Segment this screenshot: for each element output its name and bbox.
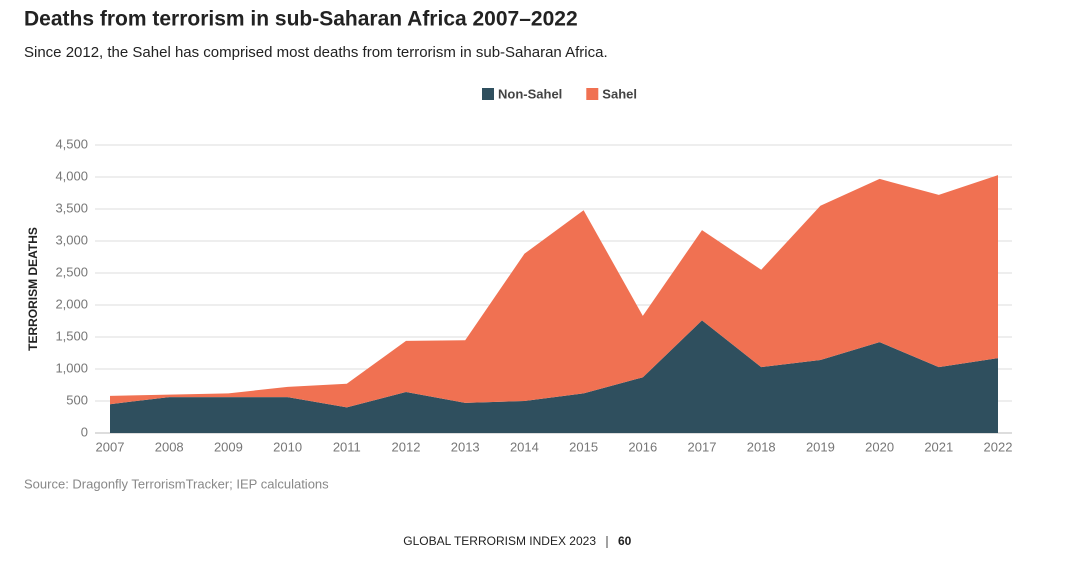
x-tick-label: 2011 — [333, 439, 361, 454]
x-tick-label: 2010 — [273, 439, 302, 454]
y-tick-label: 4,000 — [55, 168, 88, 183]
x-tick-label: 2013 — [451, 439, 480, 454]
x-tick-label: 2021 — [924, 439, 953, 454]
x-tick-label: 2016 — [628, 439, 657, 454]
area — [110, 175, 998, 408]
legend-swatch — [586, 88, 599, 100]
x-tick-label: 2009 — [214, 439, 243, 454]
footer-page: 60 — [618, 534, 632, 548]
y-tick-label: 4,500 — [55, 136, 88, 151]
y-tick-label: 0 — [81, 424, 88, 439]
chart-subtitle: Since 2012, the Sahel has comprised most… — [24, 44, 608, 61]
y-tick-label: 1,500 — [55, 328, 88, 343]
y-tick-label: 3,500 — [55, 200, 88, 215]
source: Source: Dragonfly TerrorismTracker; IEP … — [24, 476, 329, 491]
x-tick-label: 2014 — [510, 439, 539, 454]
y-tick-label: 3,000 — [55, 232, 88, 247]
legend-label: Non-Sahel — [498, 86, 562, 101]
legend-swatch — [482, 88, 494, 100]
x-tick-label: 2017 — [688, 439, 717, 454]
x-tick-label: 2015 — [569, 439, 598, 454]
x-tick-label: 2008 — [155, 439, 184, 454]
y-tick-label: 2,500 — [55, 264, 88, 279]
area — [110, 320, 998, 433]
y-tick-label: 1,000 — [55, 360, 88, 375]
x-tick-label: 2020 — [865, 439, 894, 454]
y-tick-label: 500 — [66, 392, 88, 407]
x-tick-label: 2022 — [984, 439, 1013, 454]
chart-title: Deaths from terrorism in sub-Saharan Afr… — [24, 8, 578, 31]
x-tick-label: 2007 — [96, 439, 125, 454]
y-tick-label: 2,000 — [55, 296, 88, 311]
x-tick-label: 2012 — [392, 439, 421, 454]
x-tick-label: 2018 — [747, 439, 776, 454]
legend-label: Sahel — [602, 86, 637, 101]
footer-publication: GLOBAL TERRORISM INDEX 2023 — [403, 534, 596, 548]
x-tick-label: 2019 — [806, 439, 835, 454]
y-axis-label: TERRORISM DEATHS — [26, 227, 40, 351]
